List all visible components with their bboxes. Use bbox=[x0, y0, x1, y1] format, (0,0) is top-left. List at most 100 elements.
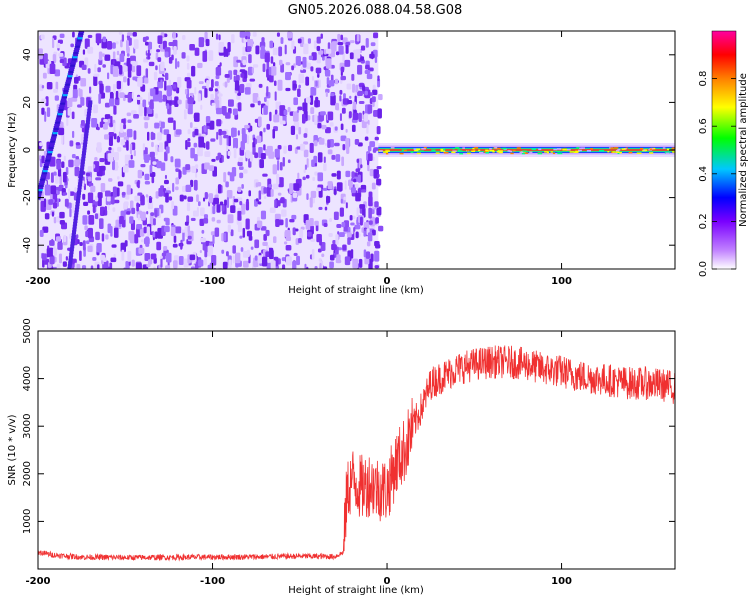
noise-cell bbox=[353, 226, 356, 232]
noise-cell bbox=[146, 211, 149, 215]
noise-cell bbox=[296, 109, 300, 113]
noise-cell bbox=[158, 98, 163, 103]
y-tick-label: -20 bbox=[22, 189, 33, 205]
noise-cell bbox=[245, 201, 250, 211]
noise-cell bbox=[127, 32, 133, 36]
noise-cell bbox=[361, 119, 367, 129]
noise-cell bbox=[322, 266, 328, 269]
noise-cell bbox=[238, 157, 243, 163]
noise-cell bbox=[273, 80, 277, 86]
noise-cell bbox=[346, 232, 352, 238]
noise-cell bbox=[317, 172, 324, 182]
noise-cell bbox=[175, 58, 178, 69]
noise-cell bbox=[142, 99, 147, 108]
noise-cell bbox=[187, 235, 192, 240]
noise-cell bbox=[314, 265, 318, 269]
noise-cell bbox=[329, 217, 333, 222]
signal-band-speck bbox=[492, 151, 495, 153]
noise-cell bbox=[304, 127, 308, 135]
streak-cell bbox=[71, 58, 77, 63]
noise-cell bbox=[140, 164, 146, 168]
noise-cell bbox=[327, 111, 334, 121]
noise-cell bbox=[187, 97, 194, 105]
noise-cell bbox=[258, 83, 263, 88]
noise-cell bbox=[241, 203, 246, 215]
noise-cell bbox=[324, 206, 328, 211]
noise-cell bbox=[49, 63, 56, 74]
noise-cell bbox=[116, 176, 120, 180]
noise-cell bbox=[378, 225, 384, 232]
noise-cell bbox=[87, 46, 94, 54]
noise-cell bbox=[221, 105, 227, 115]
noise-cell bbox=[160, 258, 163, 268]
noise-cell bbox=[292, 192, 298, 199]
noise-cell bbox=[245, 35, 248, 40]
noise-cell bbox=[138, 106, 143, 117]
noise-cell bbox=[117, 146, 122, 152]
streak-cell bbox=[85, 120, 90, 125]
noise-cell bbox=[72, 89, 78, 99]
noise-cell bbox=[318, 138, 325, 145]
noise-cell bbox=[87, 192, 94, 204]
noise-cell bbox=[107, 72, 110, 80]
noise-cell bbox=[221, 203, 225, 212]
noise-cell bbox=[214, 88, 218, 92]
noise-cell bbox=[55, 236, 62, 242]
streak-cell bbox=[38, 191, 42, 196]
noise-cell bbox=[277, 192, 282, 196]
streak-cell bbox=[38, 185, 44, 190]
noise-cell bbox=[257, 116, 262, 127]
colorbar-tick-label: 0.4 bbox=[698, 166, 709, 182]
signal-band-speck bbox=[586, 150, 592, 152]
noise-cell bbox=[329, 261, 334, 269]
noise-cell bbox=[190, 147, 195, 159]
noise-cell bbox=[97, 196, 102, 207]
signal-band-speck bbox=[610, 147, 614, 149]
noise-cell bbox=[133, 130, 137, 140]
noise-cell bbox=[200, 104, 203, 110]
noise-cell bbox=[269, 207, 276, 213]
noise-cell bbox=[362, 85, 366, 92]
noise-cell bbox=[142, 143, 146, 151]
signal-band-speck bbox=[502, 148, 506, 150]
noise-cell bbox=[216, 204, 221, 213]
noise-cell bbox=[190, 266, 196, 269]
signal-band-speck bbox=[510, 152, 514, 155]
noise-cell bbox=[262, 241, 268, 246]
streak-cell bbox=[43, 166, 49, 171]
noise-cell bbox=[67, 107, 72, 116]
noise-cell bbox=[268, 66, 272, 76]
noise-cell bbox=[330, 64, 335, 69]
noise-cell bbox=[293, 252, 298, 256]
noise-cell bbox=[124, 132, 127, 137]
noise-cell bbox=[131, 91, 134, 99]
y-tick-label: 5000 bbox=[22, 318, 33, 343]
noise-cell bbox=[118, 131, 125, 138]
noise-cell bbox=[210, 93, 214, 102]
noise-cell bbox=[46, 81, 53, 90]
signal-band-speck bbox=[457, 149, 461, 151]
noise-cell bbox=[270, 260, 276, 269]
noise-cell bbox=[82, 215, 88, 225]
noise-cell bbox=[160, 121, 165, 129]
noise-cell bbox=[87, 68, 91, 74]
noise-cell bbox=[232, 255, 235, 264]
noise-cell bbox=[53, 250, 57, 254]
signal-band-speck bbox=[522, 150, 527, 152]
noise-cell bbox=[124, 240, 128, 247]
x-tick-label: -100 bbox=[200, 576, 225, 587]
noise-cell bbox=[183, 258, 189, 268]
noise-cell bbox=[348, 111, 352, 119]
noise-cell bbox=[365, 37, 369, 48]
noise-cell bbox=[335, 154, 341, 162]
noise-cell bbox=[98, 93, 101, 104]
noise-cell bbox=[289, 219, 295, 223]
noise-cell bbox=[373, 147, 379, 151]
noise-cell bbox=[314, 220, 319, 226]
streak-cell bbox=[72, 224, 77, 229]
noise-cell bbox=[217, 152, 222, 159]
noise-cell bbox=[170, 226, 176, 237]
noise-cell bbox=[316, 53, 321, 64]
noise-cell bbox=[231, 127, 237, 137]
noise-cell bbox=[338, 232, 345, 238]
